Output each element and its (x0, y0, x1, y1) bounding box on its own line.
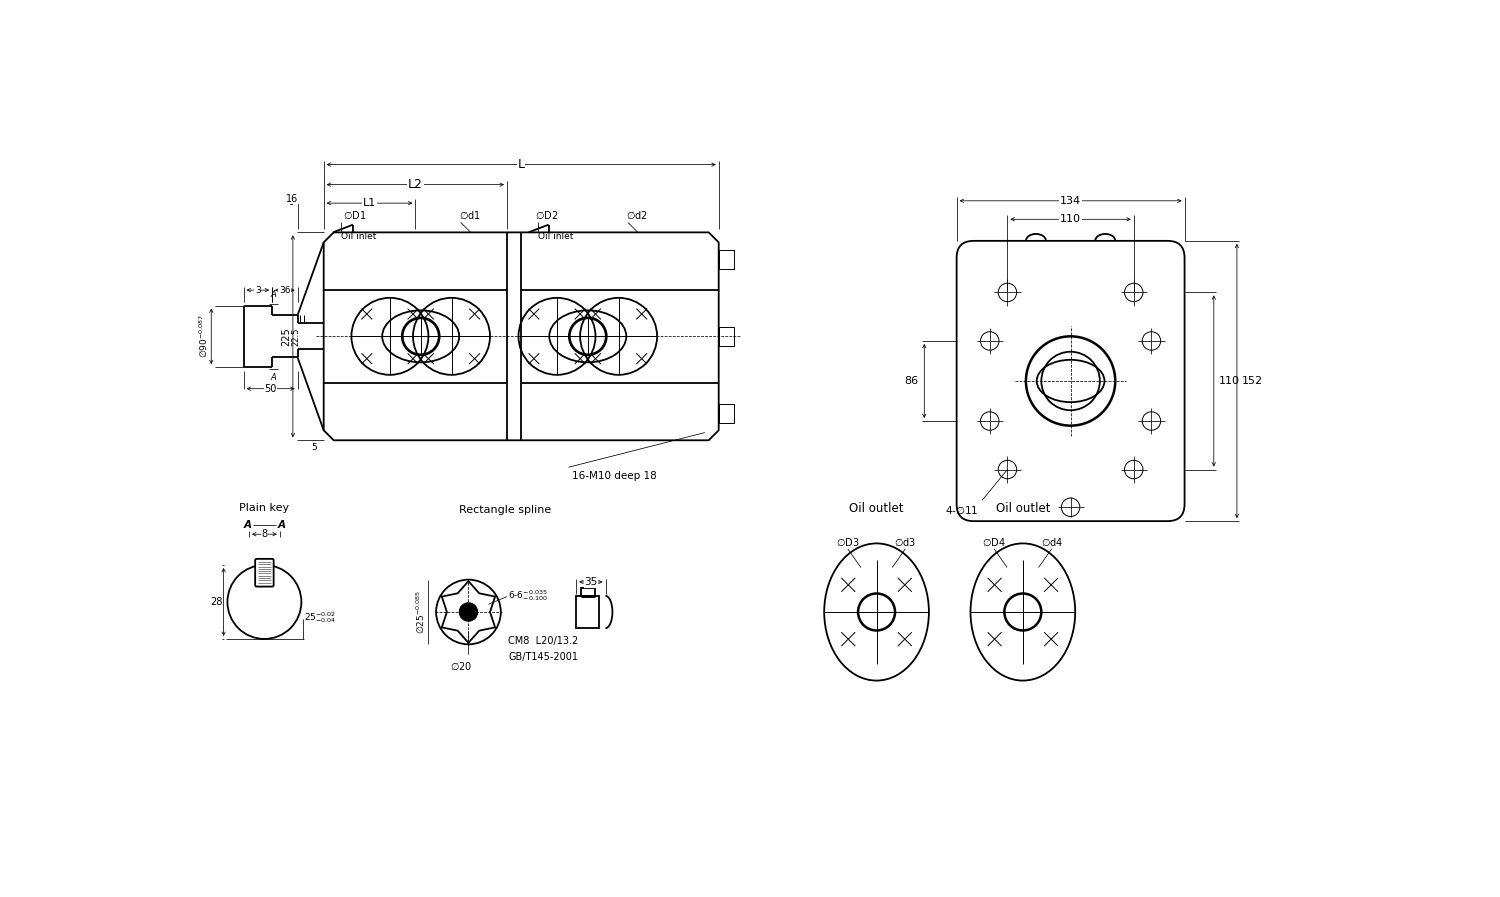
Text: Oil inlet: Oil inlet (340, 232, 376, 241)
Bar (580, 588, 594, 596)
Text: L2: L2 (408, 179, 423, 191)
Text: 8: 8 (261, 529, 267, 539)
Text: CM8  L20/13.2: CM8 L20/13.2 (509, 636, 579, 646)
Text: 134: 134 (1060, 196, 1082, 205)
Text: Oil outlet: Oil outlet (849, 501, 904, 515)
Text: 3: 3 (255, 285, 261, 294)
Text: 28: 28 (210, 597, 224, 607)
Text: 225: 225 (282, 327, 291, 345)
Text: $\emptyset$D3: $\emptyset$D3 (836, 536, 860, 548)
Text: $\emptyset$d2: $\emptyset$d2 (627, 209, 648, 221)
Text: A: A (278, 520, 285, 530)
Text: 25$^{-0.02}_{-0.04}$: 25$^{-0.02}_{-0.04}$ (304, 610, 338, 625)
Bar (718, 327, 734, 345)
Text: A: A (272, 291, 276, 300)
Text: $\emptyset$D4: $\emptyset$D4 (982, 536, 1006, 548)
Text: $\emptyset$d3: $\emptyset$d3 (894, 536, 916, 548)
Text: Rectangle spline: Rectangle spline (459, 505, 552, 516)
Text: A: A (243, 520, 252, 530)
Text: Oil outlet: Oil outlet (996, 501, 1050, 515)
Text: $\emptyset$D2: $\emptyset$D2 (534, 209, 558, 221)
Text: 36: 36 (279, 285, 291, 294)
Text: 152: 152 (1242, 376, 1263, 386)
Text: 110: 110 (1220, 376, 1240, 386)
Text: 35: 35 (585, 577, 597, 587)
Text: $\emptyset$d4: $\emptyset$d4 (1041, 536, 1064, 548)
Text: Oil inlet: Oil inlet (537, 232, 573, 241)
Text: 50: 50 (264, 384, 276, 394)
Text: 16: 16 (286, 194, 298, 204)
Circle shape (459, 603, 477, 622)
FancyBboxPatch shape (255, 559, 273, 587)
Text: $\emptyset$90$^{-0.087}$: $\emptyset$90$^{-0.087}$ (198, 314, 210, 359)
Bar (718, 250, 734, 268)
Text: 6-6$^{-0.035}_{-0.100}$: 6-6$^{-0.035}_{-0.100}$ (509, 588, 548, 603)
Text: 16-M10 deep 18: 16-M10 deep 18 (573, 471, 657, 481)
Text: L: L (518, 158, 525, 171)
Text: 4-$\emptyset$11: 4-$\emptyset$11 (945, 504, 978, 516)
Text: L1: L1 (363, 198, 376, 208)
Text: $\emptyset$25$^{-0.085}$: $\emptyset$25$^{-0.085}$ (414, 590, 428, 634)
Bar (576, 596, 600, 628)
Text: 5: 5 (312, 443, 318, 452)
Text: $\emptyset$d1: $\emptyset$d1 (459, 209, 482, 221)
Text: GB/T145-2001: GB/T145-2001 (509, 651, 579, 662)
Text: A: A (272, 373, 276, 382)
Bar (718, 404, 734, 422)
Text: 22.5: 22.5 (291, 327, 300, 345)
Text: 86: 86 (904, 376, 918, 386)
Text: 110: 110 (1060, 214, 1082, 224)
Text: $\emptyset$20: $\emptyset$20 (450, 659, 472, 672)
Text: Plain key: Plain key (240, 503, 290, 513)
Text: $\emptyset$D1: $\emptyset$D1 (344, 209, 366, 221)
